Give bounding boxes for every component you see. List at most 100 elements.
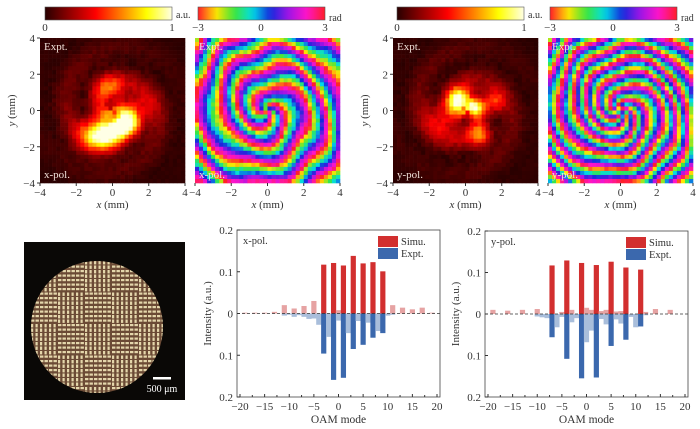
map-pixel [513,78,519,83]
map-pixel [100,158,105,164]
map-pixel [652,118,658,123]
map-pixel [331,158,337,164]
map-pixel [168,70,174,75]
map-pixel [279,74,284,79]
map-pixel [92,66,97,71]
map-pixel [271,58,276,63]
map-pixel [417,98,422,103]
map-pixel [445,106,450,111]
map-pixel [548,58,553,63]
map-pixel [287,106,292,111]
map-pixel [401,78,406,83]
map-pixel [533,142,539,148]
map-pixel [612,74,617,79]
map-pixel [580,102,585,107]
map-pixel [604,78,609,83]
map-pixel [393,54,398,59]
map-pixel [40,46,45,51]
map-pixel [80,90,85,95]
map-pixel [489,174,494,180]
map-pixel [291,158,296,164]
map-pixel [307,94,313,99]
map-pixel [397,78,402,83]
map-pixel [44,74,49,79]
map-pixel [584,46,589,51]
map-pixel [227,158,232,164]
map-pixel [477,46,482,51]
map-pixel [335,170,341,176]
map-pixel [335,118,341,123]
map-pixel [473,142,478,148]
map-pixel [572,74,577,79]
map-pixel [461,122,466,127]
map-pixel [96,86,101,91]
map-pixel [433,42,438,47]
map-pixel [72,90,77,95]
map-pixel [148,146,154,152]
map-pixel [275,46,280,51]
map-pixel [116,114,121,119]
map-pixel [521,158,527,164]
map-pixel [525,158,531,164]
map-pixel [227,74,232,79]
map-pixel [612,134,617,139]
map-pixel [199,38,204,43]
map-pixel [331,110,337,115]
map-pixel [393,86,398,91]
map-pixel [315,118,321,123]
map-pixel [596,94,601,99]
map-pixel [311,174,317,180]
map-pixel [207,54,212,59]
map-pixel [560,42,565,47]
map-pixel [291,102,296,107]
map-pixel [319,78,325,83]
map-pixel [580,146,585,152]
map-pixel [96,174,101,180]
map-pixel [568,82,573,87]
map-pixel [48,158,53,164]
map-pixel [485,102,490,107]
map-pixel [56,174,61,180]
map-pixel [180,170,186,176]
map-pixel [319,178,325,184]
map-pixel [525,94,531,99]
map-pixel [529,166,535,172]
map-pixel [485,38,490,43]
map-pixel [92,138,97,144]
map-pixel [497,66,503,71]
map-pixel [576,102,581,107]
map-pixel [315,114,321,119]
map-pixel [60,82,65,87]
map-pixel [600,46,605,51]
map-pixel [160,94,166,99]
map-pixel [335,138,341,144]
map-pixel [477,54,482,59]
map-pixel [211,58,216,63]
map-pixel [417,138,422,144]
y-tick-label: −4 [376,178,388,190]
map-pixel [624,58,629,63]
map-pixel [80,122,85,127]
map-pixel [215,78,220,83]
map-pixel [437,154,442,160]
map-pixel [437,170,442,176]
map-pixel [60,174,65,180]
map-pixel [501,146,507,152]
map-pixel [624,70,629,75]
map-pixel [513,98,519,103]
map-pixel [608,66,613,71]
map-pixel [235,86,240,91]
map-pixel [331,178,337,184]
map-pixel [461,82,466,87]
map-pixel [509,90,515,95]
map-pixel [136,138,141,144]
map-pixel [632,146,637,152]
map-pixel [219,90,224,95]
map-pixel [299,86,305,91]
map-pixel [227,78,232,83]
map-pixel [203,58,208,63]
map-pixel [116,146,121,152]
map-pixel [469,146,474,152]
map-pixel [409,122,414,127]
map-pixel [112,58,117,63]
